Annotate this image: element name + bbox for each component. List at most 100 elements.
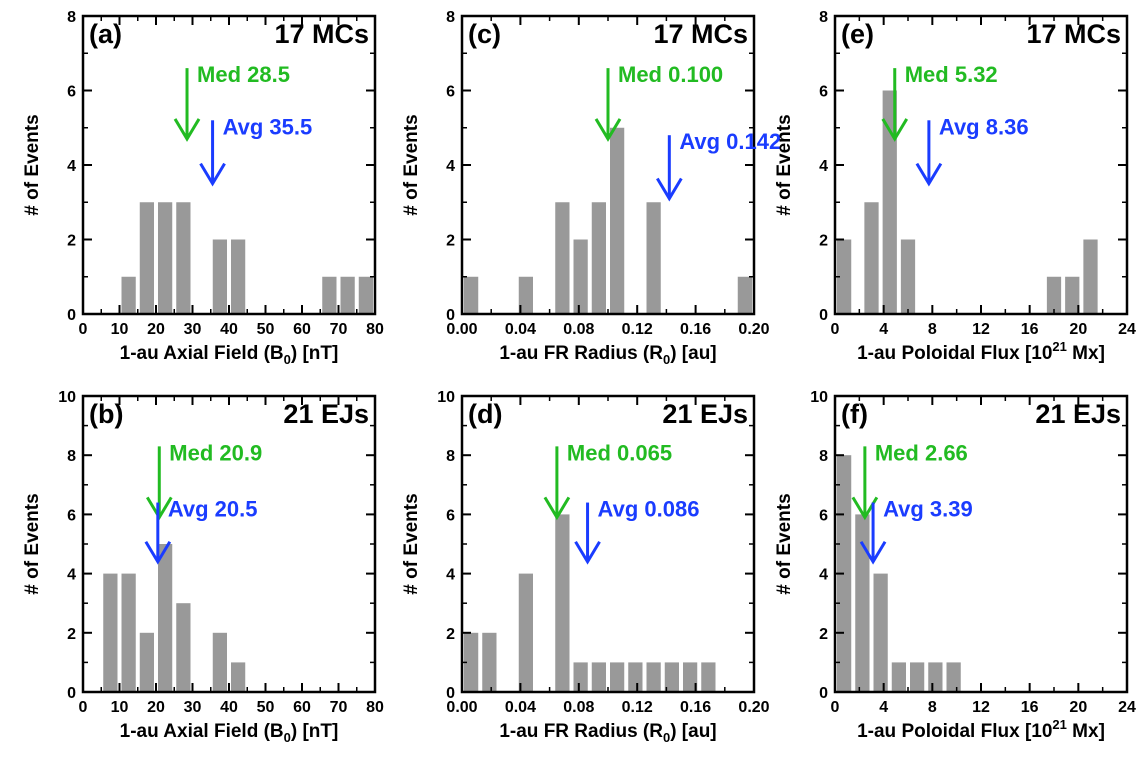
x-tick-label: 70 <box>330 321 348 338</box>
median-arrow-head <box>594 118 622 142</box>
x-tick-label: 0.12 <box>622 321 653 338</box>
y-tick-label: 0 <box>819 307 828 324</box>
panel-c: 0.00 0.04 0.08 0.12 0.16 0.20 0 2 4 6 8 1-au FR Rad… <box>401 9 781 367</box>
panel-b: 0 10 20 30 40 50 60 70 80 0 2 4 6 8 10 1-au Axial Field… <box>22 389 384 745</box>
histogram-bar <box>121 573 136 692</box>
event-count-label: 17 MCs <box>653 19 748 49</box>
x-tick-label: 16 <box>1021 321 1039 338</box>
x-tick-label: 0.00 <box>446 321 477 338</box>
x-tick-label: 0 <box>831 321 840 338</box>
histogram-bar <box>946 662 961 692</box>
x-axis-title-main: 1-au FR Radius (R <box>499 721 663 742</box>
x-tick-label: 40 <box>220 699 238 716</box>
y-tick-label: 10 <box>58 389 76 406</box>
plot-frame <box>833 14 1129 316</box>
y-tick-label: 4 <box>819 158 828 175</box>
y-axis-title: # of Events <box>401 493 422 594</box>
x-tick-label: 24 <box>1118 321 1136 338</box>
y-axis-title: # of Events <box>22 114 43 215</box>
histogram-bar <box>701 662 716 692</box>
average-label: Avg 0.086 <box>598 497 700 522</box>
median-label: Med 0.065 <box>567 440 672 465</box>
average-arrow-head <box>915 162 943 187</box>
y-tick-label: 4 <box>819 567 828 584</box>
x-tick-label: 0.16 <box>680 321 711 338</box>
x-tick-label: 30 <box>184 699 202 716</box>
x-axis-title-tail: ) [au] <box>670 343 716 364</box>
x-axis-title: 1-au Poloidal Flux [1021 Mx] <box>857 339 1105 364</box>
x-axis-title-tail: ) [nT] <box>291 343 338 364</box>
average-arrow-head <box>144 540 172 565</box>
median-arrow-head <box>881 118 909 142</box>
y-tick-label: 8 <box>67 9 76 26</box>
x-axis-title: 1-au Axial Field (B0) [nT] <box>120 343 339 367</box>
y-tick-label: 2 <box>67 626 76 643</box>
x-tick-label: 80 <box>366 321 384 338</box>
histogram-bar <box>518 276 533 314</box>
average-arrow-head <box>656 177 683 202</box>
x-tick-label: 20 <box>1069 699 1087 716</box>
event-count-label: 17 MCs <box>274 19 369 49</box>
histogram-bar <box>139 632 154 692</box>
histogram-bar <box>212 239 227 314</box>
x-tick-label: 50 <box>257 699 275 716</box>
histogram-bar <box>900 239 916 314</box>
y-tick-label: 6 <box>446 84 455 101</box>
average-label: Avg 0.142 <box>679 129 781 154</box>
x-tick-label: 16 <box>1021 699 1039 716</box>
x-tick-label: 4 <box>879 699 888 716</box>
histogram-bar <box>158 202 173 314</box>
x-tick-label: 0.20 <box>738 699 769 716</box>
histogram-bar <box>358 276 373 314</box>
x-axis-title-main: 1-au Poloidal Flux [10 <box>857 343 1052 364</box>
average-label: Avg 3.39 <box>883 497 973 522</box>
y-tick-label: 4 <box>446 567 455 584</box>
x-axis-title-main: 1-au Poloidal Flux [10 <box>857 721 1052 742</box>
histogram-bar <box>231 239 246 314</box>
y-tick-label: 6 <box>446 507 455 524</box>
plot-frame <box>81 14 377 316</box>
y-tick-label: 10 <box>810 389 828 406</box>
histogram-bar <box>555 202 570 314</box>
median-arrow-head <box>543 496 571 521</box>
y-tick-label: 8 <box>819 9 828 26</box>
histogram-bar <box>837 239 852 314</box>
y-tick-label: 0 <box>67 307 76 324</box>
histogram-bar <box>646 662 661 692</box>
x-tick-label: 24 <box>1118 699 1136 716</box>
y-tick-label: 8 <box>446 9 455 26</box>
histogram-bar <box>176 603 191 692</box>
histogram-bar <box>121 276 136 314</box>
event-count-label: 17 MCs <box>1026 19 1121 49</box>
histogram-bar <box>464 276 479 314</box>
y-tick-label: 4 <box>446 158 455 175</box>
y-tick-label: 0 <box>446 685 455 702</box>
histogram-bar <box>573 662 588 692</box>
average-label: Avg 35.5 <box>223 114 313 139</box>
x-axis-title-main: 1-au Axial Field (B <box>120 721 284 742</box>
histogram-bar <box>864 202 879 314</box>
histogram-bar <box>737 276 752 314</box>
x-tick-label: 80 <box>366 699 384 716</box>
x-axis-title-main: 1-au Axial Field (B <box>120 343 284 364</box>
y-tick-label: 2 <box>446 626 455 643</box>
histogram-bar <box>231 662 246 692</box>
y-axis-title: # of Events <box>774 114 795 215</box>
x-tick-label: 8 <box>928 321 937 338</box>
x-axis-title-superscript: 21 <box>1052 339 1066 354</box>
x-tick-label: 0 <box>79 699 88 716</box>
median-label: Med 2.66 <box>875 440 968 465</box>
histogram-bar <box>628 662 643 692</box>
histogram-bar <box>610 127 625 314</box>
histogram-bar <box>591 662 606 692</box>
y-tick-label: 2 <box>819 626 828 643</box>
histogram-bar <box>518 573 533 692</box>
histogram-bar <box>683 662 698 692</box>
y-tick-label: 0 <box>819 685 828 702</box>
panel-d: 0.00 0.04 0.08 0.12 0.16 0.20 0 2 4 6 8 10 1-au FR R… <box>401 389 770 745</box>
event-count-label: 21 EJs <box>283 399 369 429</box>
y-tick-label: 8 <box>446 448 455 465</box>
histogram-bar <box>482 632 497 692</box>
histogram-bar <box>882 90 897 314</box>
y-axis-title: # of Events <box>22 493 43 594</box>
